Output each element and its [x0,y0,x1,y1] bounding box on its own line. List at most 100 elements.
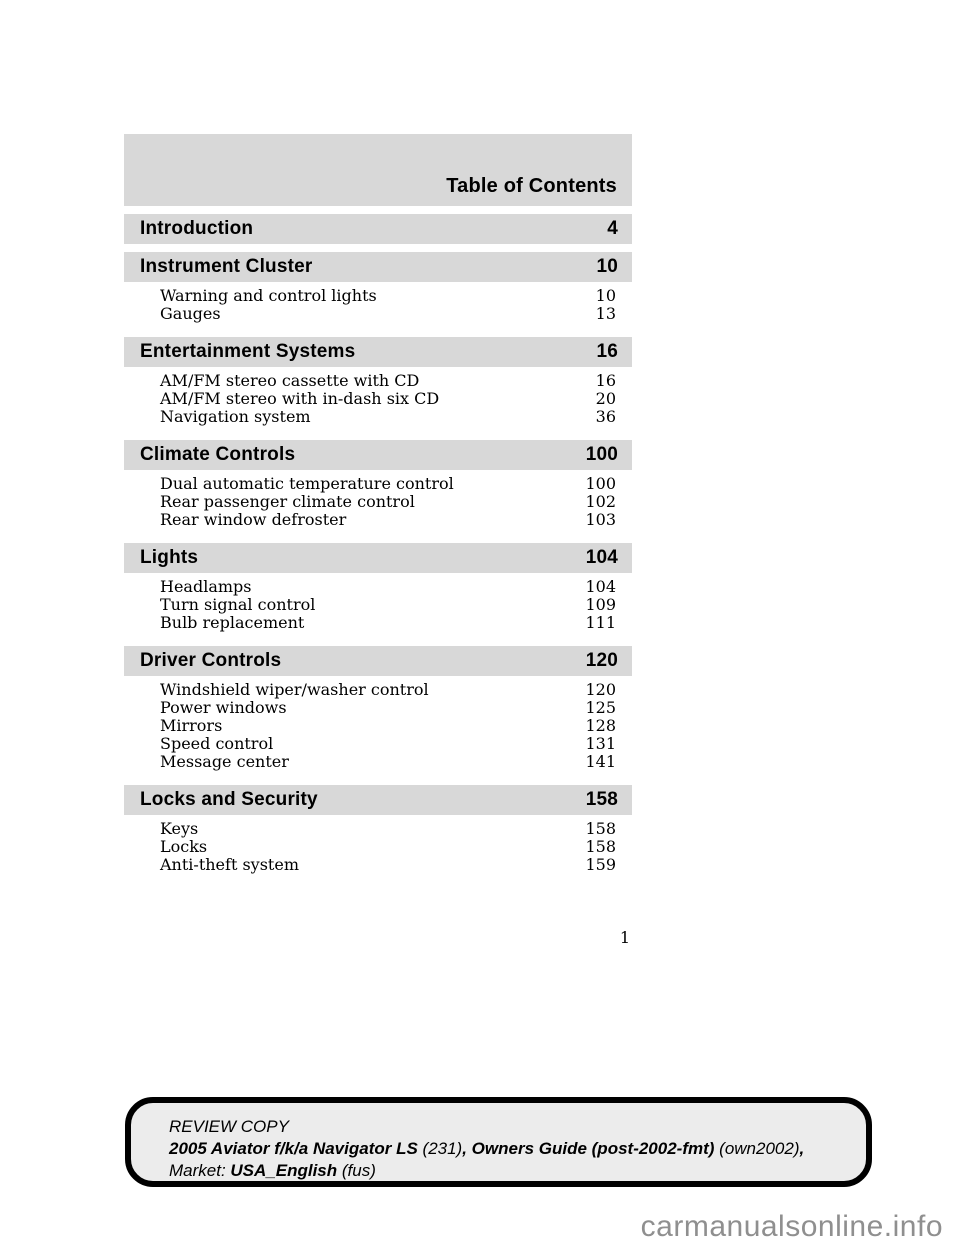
toc-section-label: Driver Controls [140,650,282,671]
toc-subsection-label: Gauges [160,304,221,323]
review-copy-label: REVIEW COPY [169,1117,289,1136]
toc-section-label: Lights [140,547,199,568]
toc-section-label: Locks and Security [140,789,318,810]
toc-subsection-list: Warning and control lights 10 Gauges 13 [124,282,632,329]
toc-subsection-row: Power windows 125 [160,699,616,717]
toc-subsection-page: 36 [595,407,616,426]
review-copy-box: REVIEW COPY 2005 Aviator f/k/a Navigator… [125,1097,872,1187]
toc-subsection-page: 120 [585,680,616,699]
toc-section-bar: Climate Controls 100 [124,440,632,470]
toc-section-bar: Driver Controls 120 [124,646,632,676]
toc-subsection-row: AM/FM stereo cassette with CD 16 [160,372,616,390]
page-number: 1 [619,928,631,947]
toc-subsection-page: 131 [585,734,616,753]
toc-subsection-list: AM/FM stereo cassette with CD 16 AM/FM ste… [124,367,632,432]
toc-subsection-page: 102 [585,492,616,511]
toc-subsection-label: Locks [160,837,208,856]
toc-subsection-page: 125 [585,698,616,717]
toc-subsection-row: Warning and control lights 10 [160,287,616,305]
toc-subsection-row: Headlamps 104 [160,578,616,596]
toc-subsection-label: Message center [160,752,289,771]
toc-subsection-page: 158 [585,837,616,856]
toc-subsection-label: Anti-theft system [160,855,299,874]
toc-subsection-row: Bulb replacement 111 [160,614,616,632]
page-title: Table of Contents [446,175,617,197]
toc-subsection-label: Bulb replacement [160,613,305,632]
toc-subsection-label: Rear window defroster [160,510,347,529]
toc-subsection-row: AM/FM stereo with in-dash six CD 20 [160,390,616,408]
footer-text-segment: , [799,1139,805,1158]
toc-section-bar: Locks and Security 158 [124,785,632,815]
toc-section-bar: Entertainment Systems 16 [124,337,632,367]
toc-subsection-row: Mirrors 128 [160,717,616,735]
toc-section-bar: Instrument Cluster 10 [124,252,632,282]
toc-subsection-row: Locks 158 [160,838,616,856]
toc-subsection-row: Keys 158 [160,820,616,838]
toc-section-page: 158 [585,789,618,810]
toc-subsection-row: Anti-theft system 159 [160,856,616,874]
toc-sections: Introduction 4 Instrument Cluster 10 Warning… [124,214,632,880]
toc-section-page: 10 [596,256,618,277]
footer-text-segment: USA_English [230,1161,342,1180]
footer-text-segment: , [462,1139,472,1158]
toc-section-label: Introduction [140,218,254,239]
toc-subsection-label: Rear passenger climate control [160,492,415,511]
toc-subsection-page: 159 [585,855,616,874]
toc-header: Table of Contents [124,134,632,206]
toc-subsection-list: Keys 158 Locks 158 Anti-theft system 159 [124,815,632,880]
toc-subsection-label: Power windows [160,698,287,717]
footer-text-segment: (own2002) [719,1139,800,1158]
toc-subsection-page: 104 [585,577,616,596]
toc-subsection-page: 109 [585,595,616,614]
toc-section-label: Climate Controls [140,444,296,465]
toc-subsection-label: Navigation system [160,407,311,426]
toc-section-bar: Lights 104 [124,543,632,573]
toc-section-page: 16 [596,341,618,362]
toc-section-page: 104 [585,547,618,568]
toc-subsection-label: Mirrors [160,716,223,735]
toc-section-label: Entertainment Systems [140,341,356,362]
footer-text-segment: (231) [422,1139,463,1158]
toc-section-page: 100 [585,444,618,465]
toc-subsection-page: 10 [595,286,616,305]
toc-subsection-label: Dual automatic temperature control [160,474,454,493]
toc-subsection-list: Dual automatic temperature control 100 Rea… [124,470,632,535]
toc-subsection-row: Navigation system 36 [160,408,616,426]
toc-section-bar: Introduction 4 [124,214,632,244]
toc-subsection-page: 141 [585,752,616,771]
toc-subsection-row: Dual automatic temperature control 100 [160,475,616,493]
toc-subsection-row: Turn signal control 109 [160,596,616,614]
footer-text-segment: Owners Guide (post-2002-fmt) [471,1139,720,1158]
toc-subsection-page: 13 [595,304,616,323]
table-of-contents: Table of Contents Introduction 4 Instrumen… [124,134,632,880]
toc-section-label: Instrument Cluster [140,256,313,277]
toc-subsection-row: Message center 141 [160,753,616,771]
toc-subsection-page: 158 [585,819,616,838]
toc-section-page: 4 [607,218,618,239]
toc-subsection-page: 100 [585,474,616,493]
toc-subsection-label: Headlamps [160,577,252,596]
toc-subsection-row: Rear passenger climate control 102 [160,493,616,511]
toc-subsection-page: 128 [585,716,616,735]
toc-subsection-row: Speed control 131 [160,735,616,753]
footer-text-segment: (fus) [341,1161,376,1180]
toc-subsection-row: Windshield wiper/washer control 120 [160,681,616,699]
toc-subsection-label: Speed control [160,734,274,753]
toc-subsection-label: Windshield wiper/washer control [160,680,429,699]
toc-subsection-page: 111 [585,613,616,632]
footer-text-segment: 2005 Aviator f/k/a Navigator LS [169,1139,423,1158]
toc-subsection-label: Warning and control lights [160,286,377,305]
toc-subsection-row: Rear window defroster 103 [160,511,616,529]
toc-subsection-label: Keys [160,819,199,838]
toc-subsection-row: Gauges 13 [160,305,616,323]
footer-text-segment: Market: [169,1161,231,1180]
toc-subsection-page: 20 [595,389,616,408]
document-id-line: 2005 Aviator f/k/a Navigator LS (231), O… [169,1138,848,1160]
toc-subsection-label: AM/FM stereo cassette with CD [160,371,420,390]
toc-subsection-list: Headlamps 104 Turn signal control 109 Bulb r… [124,573,632,638]
watermark: carmanualsonline.info [640,1210,943,1243]
toc-subsection-page: 103 [585,510,616,529]
toc-subsection-list: Windshield wiper/washer control 120 Power … [124,676,632,777]
toc-subsection-label: Turn signal control [160,595,316,614]
market-line: Market: USA_English (fus) [169,1160,848,1182]
